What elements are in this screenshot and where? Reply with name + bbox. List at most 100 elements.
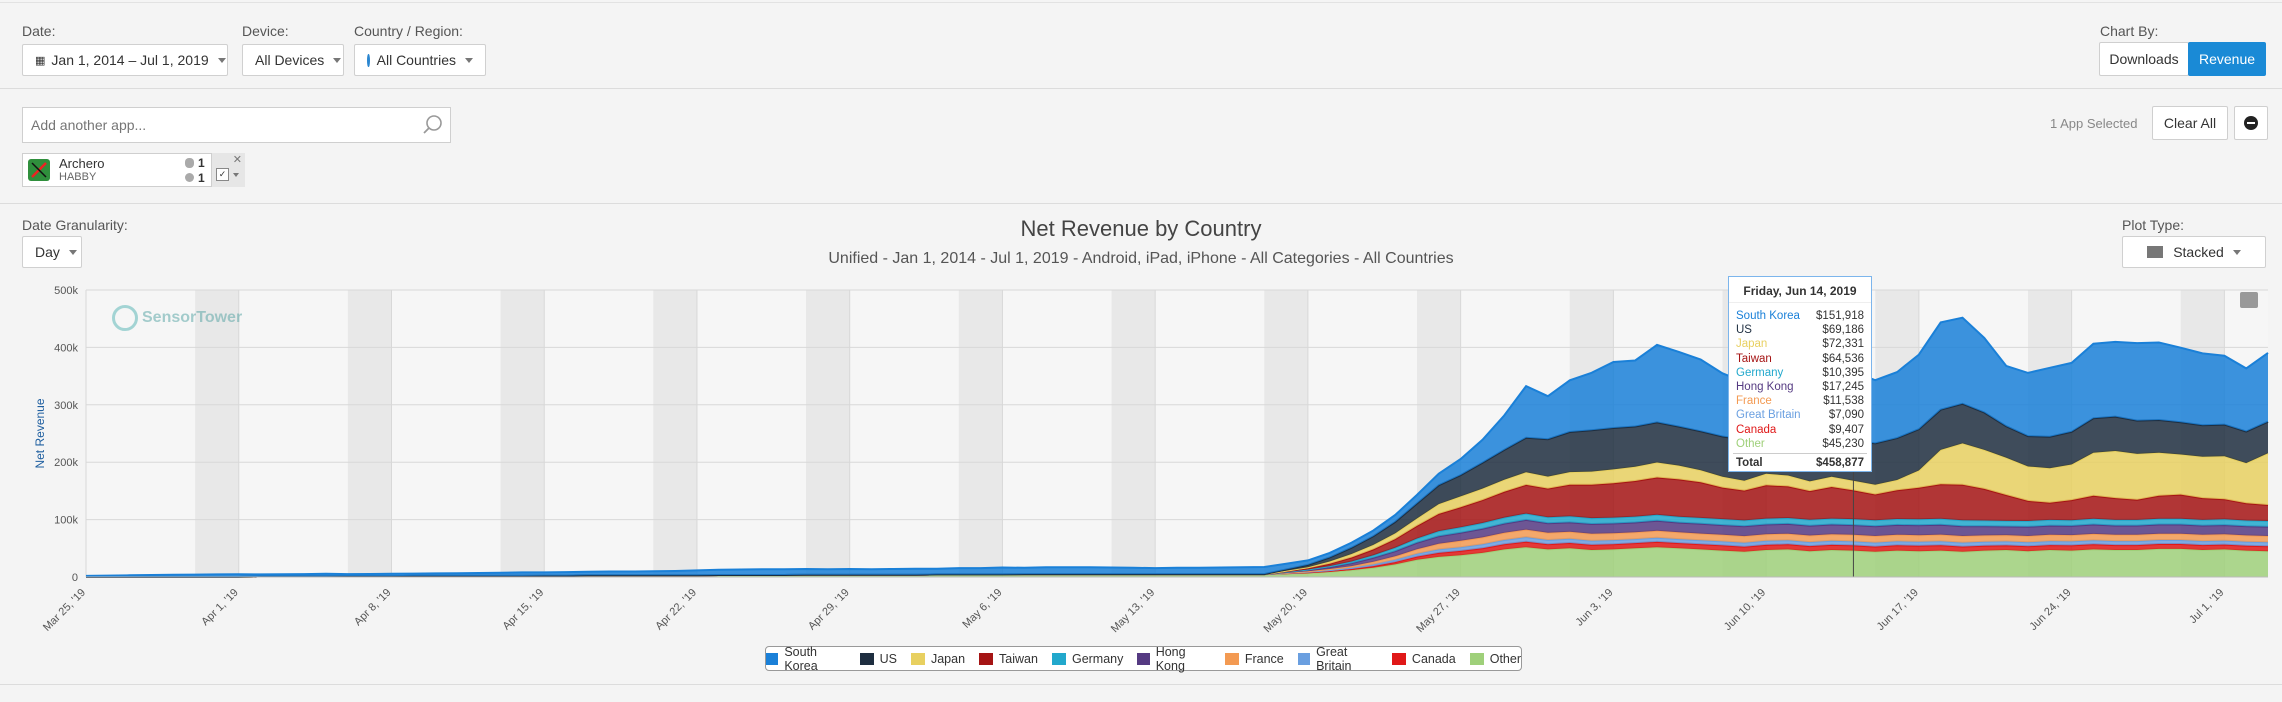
tooltip-row: Great Britain $7,090	[1729, 408, 1871, 422]
x-tick-label: Jun 10, '19	[1722, 587, 1768, 633]
x-tick-label: Apr 22, '19	[653, 587, 699, 633]
legend-swatch	[910, 652, 925, 665]
area-series	[86, 477, 2268, 577]
legend-swatch	[1224, 652, 1239, 665]
legend-label: US	[879, 651, 897, 666]
calendar-icon: ▦	[35, 54, 46, 67]
weekend-band	[500, 290, 545, 577]
legend-item[interactable]: Taiwan	[979, 652, 1038, 666]
device-dropdown[interactable]: All Devices	[242, 44, 344, 76]
search-button[interactable]	[415, 107, 451, 143]
tooltip-row: South Korea $151,918	[1729, 309, 1871, 323]
divider	[0, 684, 2282, 685]
x-tick-label: Apr 29, '19	[806, 587, 852, 633]
date-label: Date:	[22, 23, 56, 39]
area-series	[86, 541, 2268, 577]
android-icon	[185, 173, 194, 182]
tooltip-series-value: $69,186	[1822, 324, 1864, 337]
tooltip-series-value: $64,536	[1822, 352, 1864, 365]
checkbox-icon[interactable]: ✓	[216, 168, 229, 181]
area-series	[86, 403, 2268, 577]
tooltip-series-name: Great Britain	[1736, 409, 1801, 422]
plot-type-value: Stacked	[2173, 244, 2224, 260]
x-tick-label: May 27, '19	[1414, 587, 1462, 635]
tooltip-series-value: $9,407	[1828, 423, 1864, 436]
tooltip-series-name: Other	[1736, 437, 1765, 450]
legend-label: Japan	[930, 651, 966, 666]
legend-item[interactable]: Canada	[1391, 652, 1456, 666]
legend-swatch	[1391, 652, 1406, 665]
legend-label: Other	[1489, 651, 1521, 666]
app-options[interactable]: ✕ ✓	[211, 153, 245, 187]
add-app-search-input[interactable]	[22, 107, 416, 143]
downloads-toggle-button[interactable]: Downloads	[2099, 42, 2189, 76]
granularity-dropdown[interactable]: Day	[22, 236, 82, 268]
x-tick-label: Jun 17, '19	[1875, 587, 1921, 633]
tooltip-row: Germany $10,395	[1729, 366, 1871, 380]
tooltip-series-value: $10,395	[1822, 366, 1864, 379]
tooltip-series-name: South Korea	[1736, 310, 1800, 322]
tooltip-series-value: $11,538	[1823, 395, 1864, 408]
chart-title: Net Revenue by Country	[1020, 216, 1262, 241]
export-menu-icon[interactable]	[2240, 292, 2258, 308]
weekend-band	[653, 290, 697, 577]
clear-all-button[interactable]: Clear All	[2152, 106, 2228, 140]
x-tick-label: Jul 1, '19	[2187, 587, 2226, 626]
legend-item[interactable]: South Korea	[766, 645, 846, 673]
app-publisher: HABBY	[59, 171, 97, 183]
legend-item[interactable]: Great Britain	[1297, 644, 1378, 673]
tooltip-series-value: $7,090	[1828, 409, 1864, 422]
chart-tooltip: Friday, Jun 14, 2019 South Korea $151,918…	[1728, 276, 1872, 472]
weekend-band	[195, 290, 239, 577]
date-range-value: Jan 1, 2014 – Jul 1, 2019	[51, 52, 209, 68]
area-series	[86, 519, 2268, 577]
plot-type-label: Plot Type:	[2122, 217, 2185, 233]
y-tick-label: 200k	[54, 457, 78, 469]
chevron-down-icon	[465, 57, 473, 63]
apple-icon	[185, 158, 194, 168]
legend-swatch	[766, 652, 779, 665]
divider	[0, 203, 2282, 204]
legend-swatch	[1469, 652, 1484, 665]
tooltip-series-name: Canada	[1736, 423, 1777, 436]
legend-item[interactable]: US	[859, 651, 897, 666]
close-icon[interactable]: ✕	[232, 154, 242, 166]
plot-type-dropdown[interactable]: Stacked	[2122, 236, 2266, 268]
tooltip-row: Canada $9,407	[1729, 423, 1871, 437]
collapse-button[interactable]	[2234, 106, 2268, 140]
chevron-down-icon	[333, 57, 342, 63]
x-tick-label: Apr 8, '19	[352, 587, 394, 629]
legend-label: Taiwan	[999, 651, 1038, 666]
revenue-toggle-button[interactable]: Revenue	[2188, 42, 2266, 76]
legend-item[interactable]: Japan	[910, 651, 966, 666]
y-tick-label: 100k	[54, 515, 78, 527]
x-tick-label: May 13, '19	[1109, 587, 1157, 635]
ios-count: 1	[198, 156, 205, 170]
revenue-chart: 0 100k 200k 300k 400k 500k Mar 25, '19 Apr 1, '…	[33, 285, 2269, 635]
date-range-dropdown[interactable]: ▦ Jan 1, 2014 – Jul 1, 2019	[22, 44, 228, 76]
legend-label: Germany	[1071, 651, 1124, 666]
legend-item[interactable]: Other	[1469, 651, 1521, 666]
country-label: Country / Region:	[354, 23, 463, 39]
tooltip-total: Total $458,877	[1733, 453, 1867, 470]
weekend-band	[347, 290, 392, 577]
device-value: All Devices	[255, 52, 325, 68]
legend-item[interactable]: France	[1224, 651, 1284, 666]
legend-label: Great Britain	[1316, 644, 1352, 673]
chevron-down-icon	[217, 57, 226, 63]
legend-item[interactable]: Germany	[1051, 651, 1124, 666]
legend-label: France	[1244, 651, 1284, 666]
chevron-down-icon[interactable]	[233, 173, 239, 177]
legend-swatch	[1051, 652, 1066, 665]
weekend-band	[1111, 290, 1156, 577]
tooltip-series-name: Germany	[1736, 366, 1784, 379]
weekend-band	[958, 290, 1003, 577]
granularity-label: Date Granularity:	[22, 217, 128, 233]
app-name: Archero	[59, 156, 105, 171]
chart-subtitle: Unified - Jan 1, 2014 - Jul 1, 2019 - An…	[828, 250, 1454, 267]
legend-item[interactable]: Hong Kong	[1137, 645, 1210, 673]
weekend-band	[806, 290, 850, 577]
app-chip[interactable]: Archero HABBY 1 1 ✕ ✓	[22, 153, 245, 187]
y-tick-label: 0	[72, 572, 78, 584]
country-dropdown[interactable]: All Countries	[354, 44, 486, 76]
